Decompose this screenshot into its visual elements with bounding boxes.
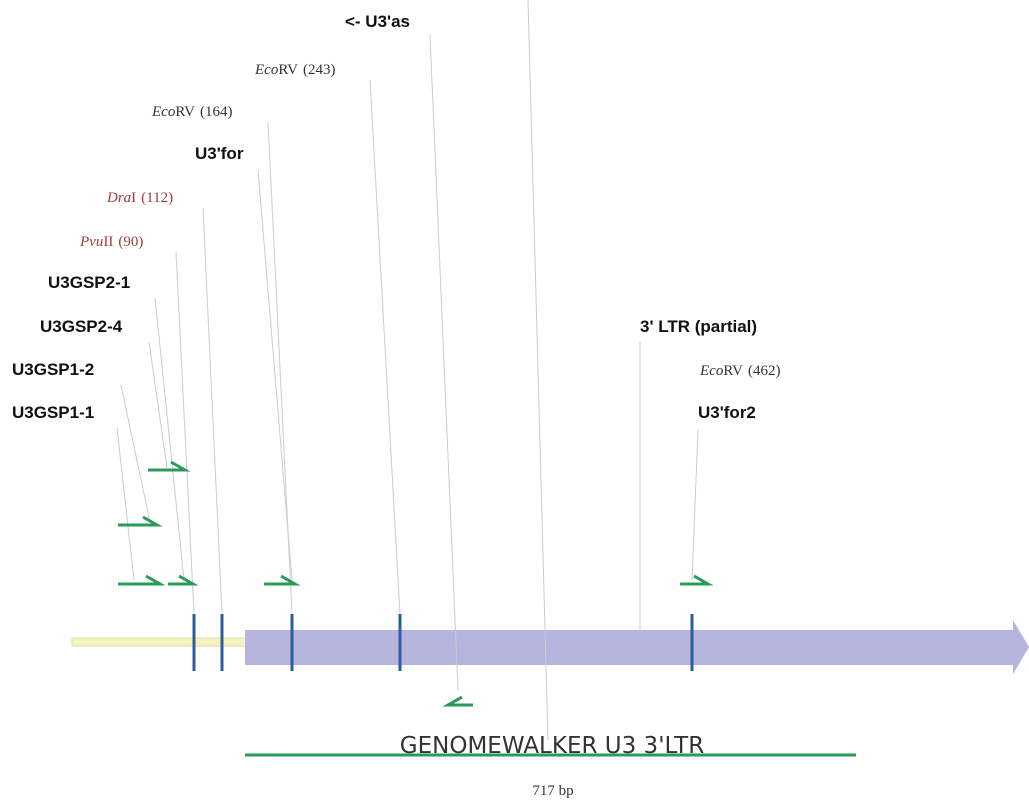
site-position: (462) [748,363,781,379]
site-label: EcoRV (164) [151,104,232,120]
enzyme-rest: II [103,234,113,250]
site-label: EcoRV (462) [699,363,780,379]
enzyme-rest: I [131,190,136,206]
leader-line [527,0,549,741]
leader-line [369,79,401,615]
primer-label: U3'for2 [698,403,756,422]
leader-line [116,427,135,581]
enzyme-rest: RV [175,104,195,120]
primer-label: U3GSP1-1 [12,403,94,422]
site-label: DraI (112) [106,190,173,206]
enzyme-italic: Eco [699,363,724,379]
primer-arrow [442,695,473,707]
leader-line [120,384,151,523]
primer-label: U3GSP1-2 [12,360,94,379]
leader-line [429,34,459,691]
leader-line [691,429,699,581]
enzyme-rest: RV [278,62,298,78]
leader-line [148,341,168,469]
site-label: EcoRV (243) [254,62,335,78]
ltr-arrow [245,620,1029,674]
size-label: 717 bp [532,783,573,799]
primer-arrow [168,574,199,586]
site-position: (164) [200,104,233,120]
enzyme-italic: Eco [151,104,176,120]
primer-label: <- U3'as [345,12,410,31]
primer-label: U3GSP2-4 [40,317,123,336]
flank-bar [71,637,247,647]
site-position: (243) [303,62,336,78]
enzyme-italic: Eco [254,62,279,78]
primer-arrow [148,460,191,472]
enzyme-italic: Pvu [79,234,103,250]
site-position: (112) [141,190,173,206]
primer-arrow [264,574,301,586]
leader-line [257,169,293,581]
enzyme-italic: Dra [106,190,131,206]
leader-line [175,251,195,615]
enzyme-rest: RV [723,363,743,379]
primer-label: U3'for [195,144,244,163]
product-label: GENOMEWALKER U3 3'LTR [400,733,704,759]
ltr-label: 3' LTR (partial) [640,317,757,336]
leader-line [267,121,293,615]
site-label: PvuII (90) [79,234,143,250]
primer-arrow [118,574,166,586]
primer-label: U3GSP2-1 [48,273,130,292]
leader-line [202,207,223,615]
leader-line [154,297,185,581]
primer-arrow [118,515,163,527]
primer-arrow [680,574,714,586]
site-position: (90) [118,234,143,250]
